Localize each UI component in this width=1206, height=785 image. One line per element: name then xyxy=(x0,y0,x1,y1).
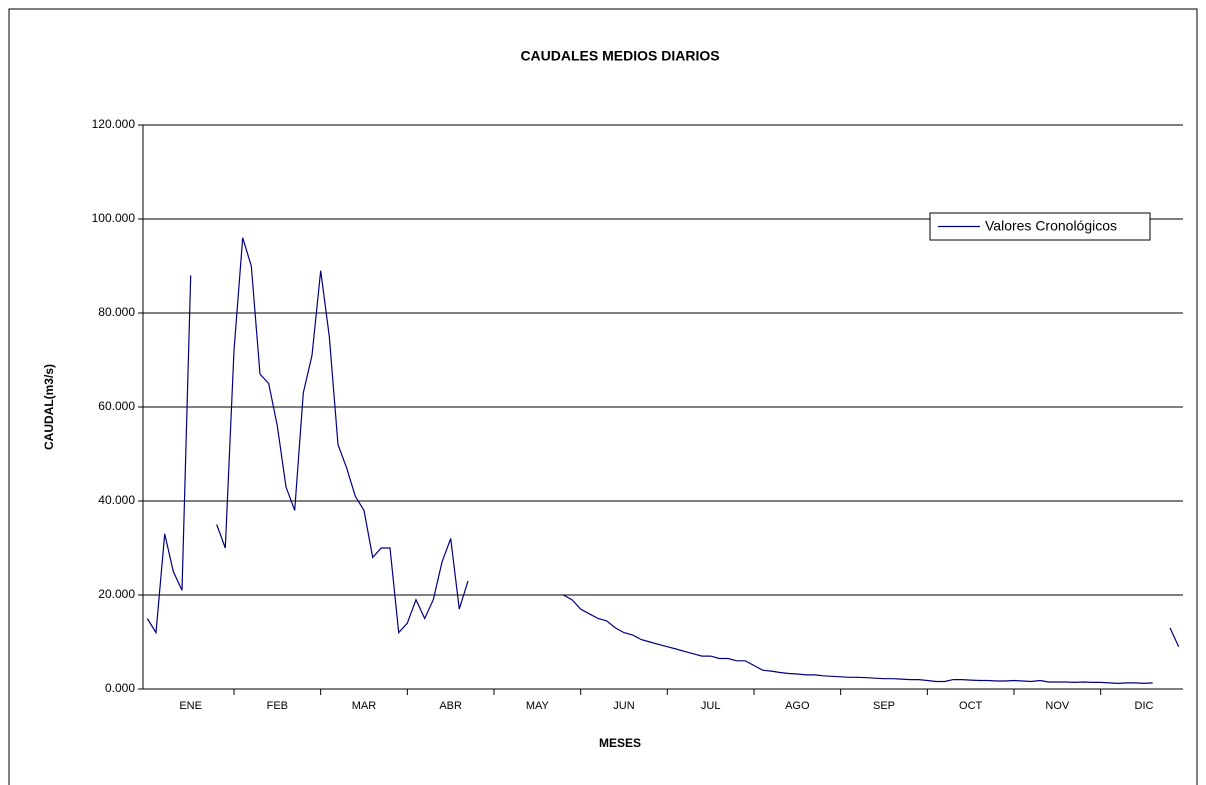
x-tick-label: AGO xyxy=(785,700,810,712)
x-tick-label: FEB xyxy=(267,700,288,712)
y-tick-label: 60.000 xyxy=(98,399,135,413)
y-axis-label: CAUDAL(m3/s) xyxy=(42,364,56,450)
chart-title: CAUDALES MEDIOS DIARIOS xyxy=(520,48,719,64)
x-axis-label: MESES xyxy=(599,736,641,750)
y-tick-label: 100.000 xyxy=(92,211,136,225)
x-tick-label: DIC xyxy=(1135,700,1154,712)
x-tick-label: NOV xyxy=(1045,700,1070,712)
x-tick-label: ENE xyxy=(179,700,202,712)
legend-label: Valores Cronológicos xyxy=(985,218,1117,234)
y-tick-label: 0.000 xyxy=(105,681,135,695)
y-tick-label: 20.000 xyxy=(98,587,135,601)
x-tick-label: JUL xyxy=(701,700,721,712)
y-tick-label: 120.000 xyxy=(92,117,136,131)
y-tick-label: 40.000 xyxy=(98,493,135,507)
x-tick-label: MAY xyxy=(526,700,550,712)
x-tick-label: JUN xyxy=(613,700,634,712)
y-tick-label: 80.000 xyxy=(98,305,135,319)
x-tick-label: OCT xyxy=(959,700,983,712)
x-tick-label: MAR xyxy=(352,700,377,712)
data-line xyxy=(146,237,1180,685)
chart-frame xyxy=(8,8,1198,785)
x-tick-label: SEP xyxy=(873,700,895,712)
x-tick-label: ABR xyxy=(439,700,462,712)
